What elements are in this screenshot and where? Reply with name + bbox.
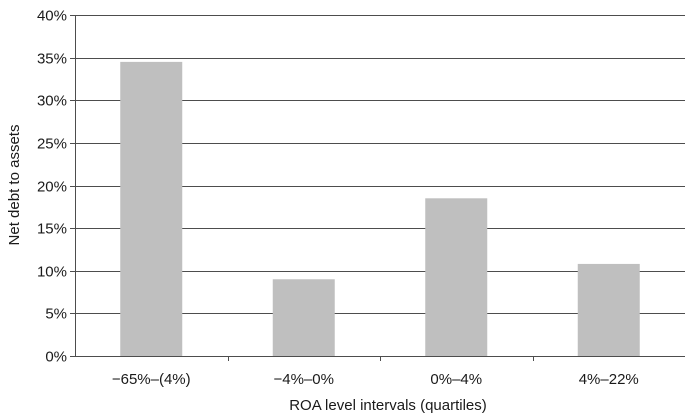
bar [120, 61, 183, 356]
y-axis-title: Net debt to assets [6, 125, 23, 246]
bar [577, 263, 640, 356]
x-category-label: −65%–(4%) [112, 371, 191, 388]
x-category-label: 0%–4% [430, 371, 482, 388]
bar [425, 198, 488, 356]
y-tick-label: 5% [45, 306, 67, 323]
y-tick-label: 30% [37, 93, 67, 110]
y-tick-label: 25% [37, 136, 67, 153]
y-tick-label: 40% [37, 8, 67, 25]
y-tick-label: 0% [45, 349, 67, 366]
y-tick-label: 35% [37, 51, 67, 68]
x-category-labels: −65%–(4%) −4%–0% 0%–4% 4%–22% [112, 371, 639, 388]
x-axis-title: ROA level intervals (quartiles) [289, 397, 487, 414]
axes [70, 15, 685, 361]
y-tick-labels: 0% 5% 10% 15% 20% 25% 30% 35% 40% [37, 8, 67, 366]
y-tick-label: 20% [37, 179, 67, 196]
bar [272, 279, 335, 356]
x-category-label: 4%–22% [579, 371, 639, 388]
x-category-label: −4%–0% [274, 371, 334, 388]
y-tick-label: 10% [37, 264, 67, 281]
bars [120, 61, 640, 356]
y-tick-label: 15% [37, 221, 67, 238]
